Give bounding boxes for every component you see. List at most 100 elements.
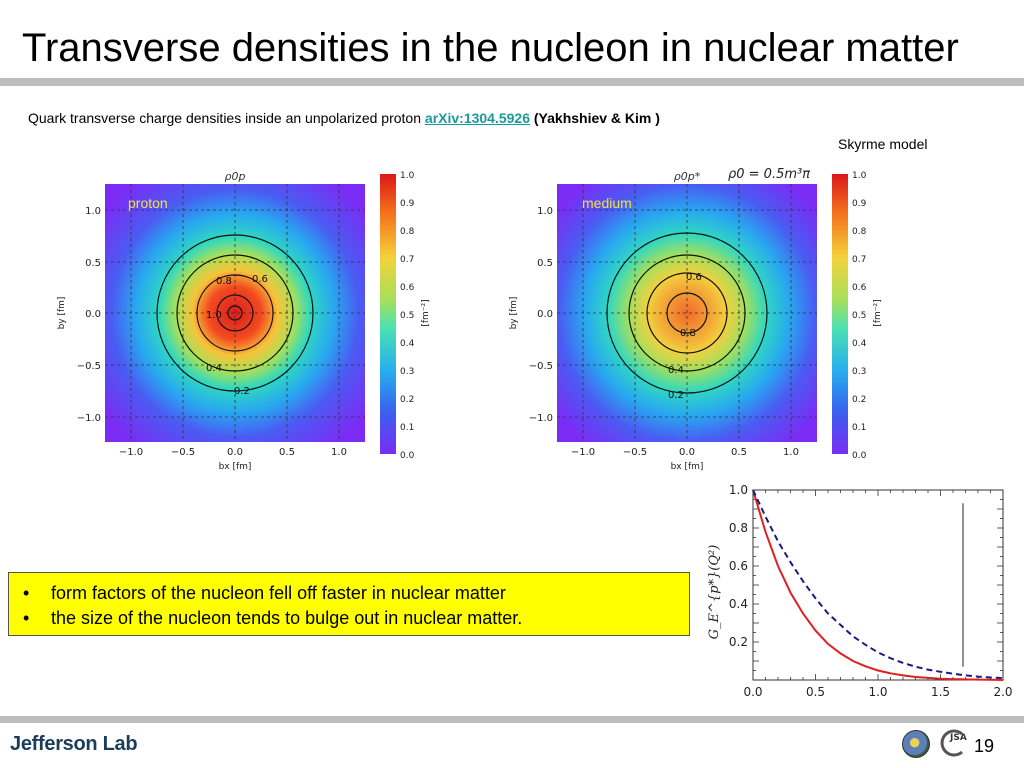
- svg-text:0.8: 0.8: [400, 227, 415, 237]
- svg-text:0.7: 0.7: [400, 255, 414, 265]
- colorbar: [380, 174, 396, 454]
- subtitle-text: Quark transverse charge densities inside…: [28, 110, 422, 126]
- svg-text:0.6: 0.6: [400, 283, 415, 293]
- svg-text:1.0: 1.0: [400, 171, 415, 181]
- jefferson-lab-logo: Jefferson Lab: [10, 733, 138, 755]
- x-tick: 0.5: [731, 447, 747, 458]
- slide-title: Transverse densities in the nucleon in n…: [22, 26, 959, 70]
- y-tick: 0.0: [537, 309, 553, 320]
- colorbar-ticks: 1.0 0.9 0.8 0.7 0.6 0.5 0.4 0.3 0.2 0.1 …: [400, 171, 415, 461]
- x-tick: 1.0: [331, 447, 347, 458]
- svg-text:0.7: 0.7: [852, 255, 866, 265]
- x-axis-label: bx [fm]: [219, 462, 252, 472]
- y-tick: −0.5: [77, 361, 101, 372]
- contour-label: 0.2: [234, 386, 250, 397]
- solid-series-line: [752, 489, 1004, 681]
- svg-text:0.4: 0.4: [400, 339, 415, 349]
- x-tick: −0.5: [171, 447, 195, 458]
- y-tick-label: 0.8: [729, 521, 748, 535]
- contours: [606, 232, 768, 394]
- svg-text:0.8: 0.8: [852, 227, 867, 237]
- svg-text:0.9: 0.9: [852, 199, 867, 209]
- x-tick-label: 1.5: [931, 685, 950, 699]
- svg-text:0.2: 0.2: [852, 395, 866, 405]
- panel-top-label: ρ0p*: [674, 170, 701, 183]
- svg-text:0.1: 0.1: [400, 423, 414, 433]
- y-tick: 1.0: [537, 206, 553, 217]
- colorbar: [832, 174, 848, 454]
- bullet-item: form factors of the nucleon fell off fas…: [21, 581, 689, 606]
- colorbar-ticks: 1.0 0.9 0.8 0.7 0.6 0.5 0.4 0.3 0.2 0.1 …: [852, 171, 867, 461]
- svg-text:0.3: 0.3: [400, 367, 414, 377]
- y-tick-label: 1.0: [729, 483, 748, 497]
- x-tick: −1.0: [571, 447, 595, 458]
- colorbar-label: [fm⁻²]: [873, 299, 883, 326]
- y-tick-label: 0.6: [729, 559, 748, 573]
- contour-label: 0.4: [206, 363, 222, 374]
- page-number: 19: [974, 736, 995, 756]
- contour-label: 0.8: [216, 276, 232, 287]
- contours: [156, 234, 314, 392]
- footer-divider: [0, 716, 1024, 723]
- y-tick-label: 0.2: [729, 635, 748, 649]
- series-lines: [752, 489, 1004, 681]
- dashed-series-line: [752, 489, 1004, 680]
- x-tick: 0.5: [279, 447, 295, 458]
- y-tick: 0.5: [537, 258, 553, 269]
- x-tick: −0.5: [623, 447, 647, 458]
- y-axis-label: G_E^{p*}(Q²): [707, 545, 722, 640]
- arxiv-link[interactable]: arXiv:1304.5926: [424, 110, 530, 126]
- svg-text:0.9: 0.9: [400, 199, 415, 209]
- svg-text:0.3: 0.3: [852, 367, 866, 377]
- x-tick-label: 1.0: [868, 685, 887, 699]
- svg-text:0.5: 0.5: [852, 311, 866, 321]
- contour-label: 0.6: [252, 274, 268, 285]
- form-factor-chart: 0.2 0.4 0.6 0.8 1.0 0.0 0.5 1.0 1.5 2.0 G_E^{p*}…: [707, 483, 1013, 699]
- y-tick: 0.5: [85, 258, 101, 269]
- plot-frame: [752, 489, 1004, 681]
- y-axis-label: by [fm]: [509, 297, 519, 330]
- jsa-logo-text: JSA: [949, 733, 967, 743]
- contour-label: 0.6: [686, 272, 702, 283]
- y-tick-label: 0.4: [729, 597, 748, 611]
- svg-text:0.2: 0.2: [400, 395, 414, 405]
- bullet-item: the size of the nucleon tends to bulge o…: [21, 606, 689, 631]
- model-label: Skyrme model: [838, 136, 928, 152]
- colorbar-label: [fm⁻²]: [421, 299, 431, 326]
- x-tick: 0.0: [227, 447, 243, 458]
- contour-label: 1.0: [206, 310, 222, 321]
- svg-text:0.0: 0.0: [400, 451, 415, 461]
- grid: [557, 184, 817, 442]
- x-tick: 0.0: [679, 447, 695, 458]
- authors: (Yakhshiev & Kim ): [533, 110, 660, 126]
- x-axis-label: bx [fm]: [671, 462, 704, 472]
- density-note: ρ0 = 0.5m³π: [728, 167, 810, 182]
- panel-label: medium: [582, 195, 632, 211]
- svg-text:0.6: 0.6: [852, 283, 867, 293]
- subtitle: Quark transverse charge densities inside…: [28, 110, 660, 126]
- proton-density-panel: ρ0p 1.0 0.8 0.6 0.4 0.2 proton 1.0 0.5 0…: [57, 170, 431, 472]
- x-tick-label: 0.5: [806, 685, 825, 699]
- x-tick: 1.0: [783, 447, 799, 458]
- contour-label: 0.8: [680, 328, 696, 339]
- medium-density-panel: ρ0p* ρ0 = 0.5m³π 0.8 0.6 0.4 0.2 medium …: [509, 167, 883, 472]
- y-tick: −0.5: [529, 361, 553, 372]
- svg-text:0.4: 0.4: [852, 339, 867, 349]
- y-tick: −1.0: [77, 413, 101, 424]
- svg-text:0.5: 0.5: [400, 311, 414, 321]
- x-tick-label: 2.0: [993, 685, 1012, 699]
- x-tick: −1.0: [119, 447, 143, 458]
- y-axis-label: by [fm]: [57, 297, 67, 330]
- y-tick: 1.0: [85, 206, 101, 217]
- svg-text:0.0: 0.0: [852, 451, 867, 461]
- svg-text:0.1: 0.1: [852, 423, 866, 433]
- summary-box: form factors of the nucleon fell off fas…: [8, 572, 690, 636]
- panel-top-label: ρ0p: [225, 170, 246, 183]
- grid: [105, 184, 365, 442]
- panel-label: proton: [128, 195, 168, 211]
- title-divider: [0, 78, 1024, 86]
- y-tick: 0.0: [85, 309, 101, 320]
- x-tick-label: 0.0: [743, 685, 762, 699]
- y-tick: −1.0: [529, 413, 553, 424]
- bullet-list: form factors of the nucleon fell off fas…: [21, 581, 689, 631]
